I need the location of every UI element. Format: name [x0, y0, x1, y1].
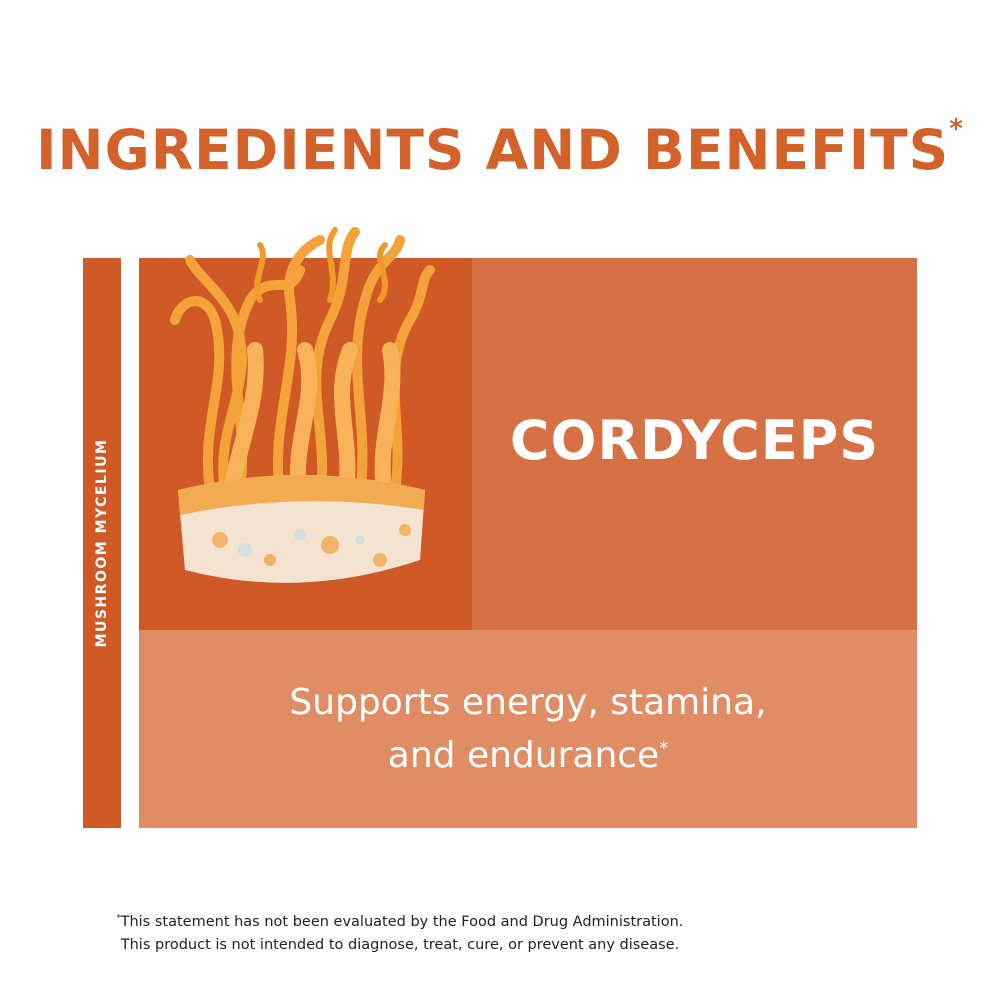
- disclaimer-line-1: *This statement has not been evaluated b…: [80, 906, 720, 934]
- ingredient-name-panel: CORDYCEPS: [472, 258, 917, 630]
- ingredient-benefit: Supports energy, stamina, and endurance*: [268, 680, 788, 779]
- fda-disclaimer: *This statement has not been evaluated b…: [80, 906, 720, 957]
- ingredient-image-panel: [139, 227, 472, 630]
- title-asterisk: *: [949, 114, 964, 144]
- disclaimer-asterisk: *: [116, 913, 121, 922]
- category-strip: [83, 258, 121, 828]
- title-text: INGREDIENTS AND BENEFITS: [36, 118, 950, 182]
- cordyceps-mushroom-image: [170, 227, 435, 583]
- benefit-asterisk: *: [659, 737, 669, 759]
- ingredient-name: CORDYCEPS: [509, 408, 880, 472]
- disclaimer-line-2: This product is not intended to diagnose…: [120, 936, 680, 953]
- disclaimer-line-1-text: This statement has not been evaluated by…: [120, 913, 684, 930]
- benefit-text: Supports energy, stamina, and endurance: [289, 681, 767, 776]
- benefit-panel: Supports energy, stamina, and endurance*: [139, 630, 917, 828]
- page-title: INGREDIENTS AND BENEFITS*: [0, 114, 1000, 182]
